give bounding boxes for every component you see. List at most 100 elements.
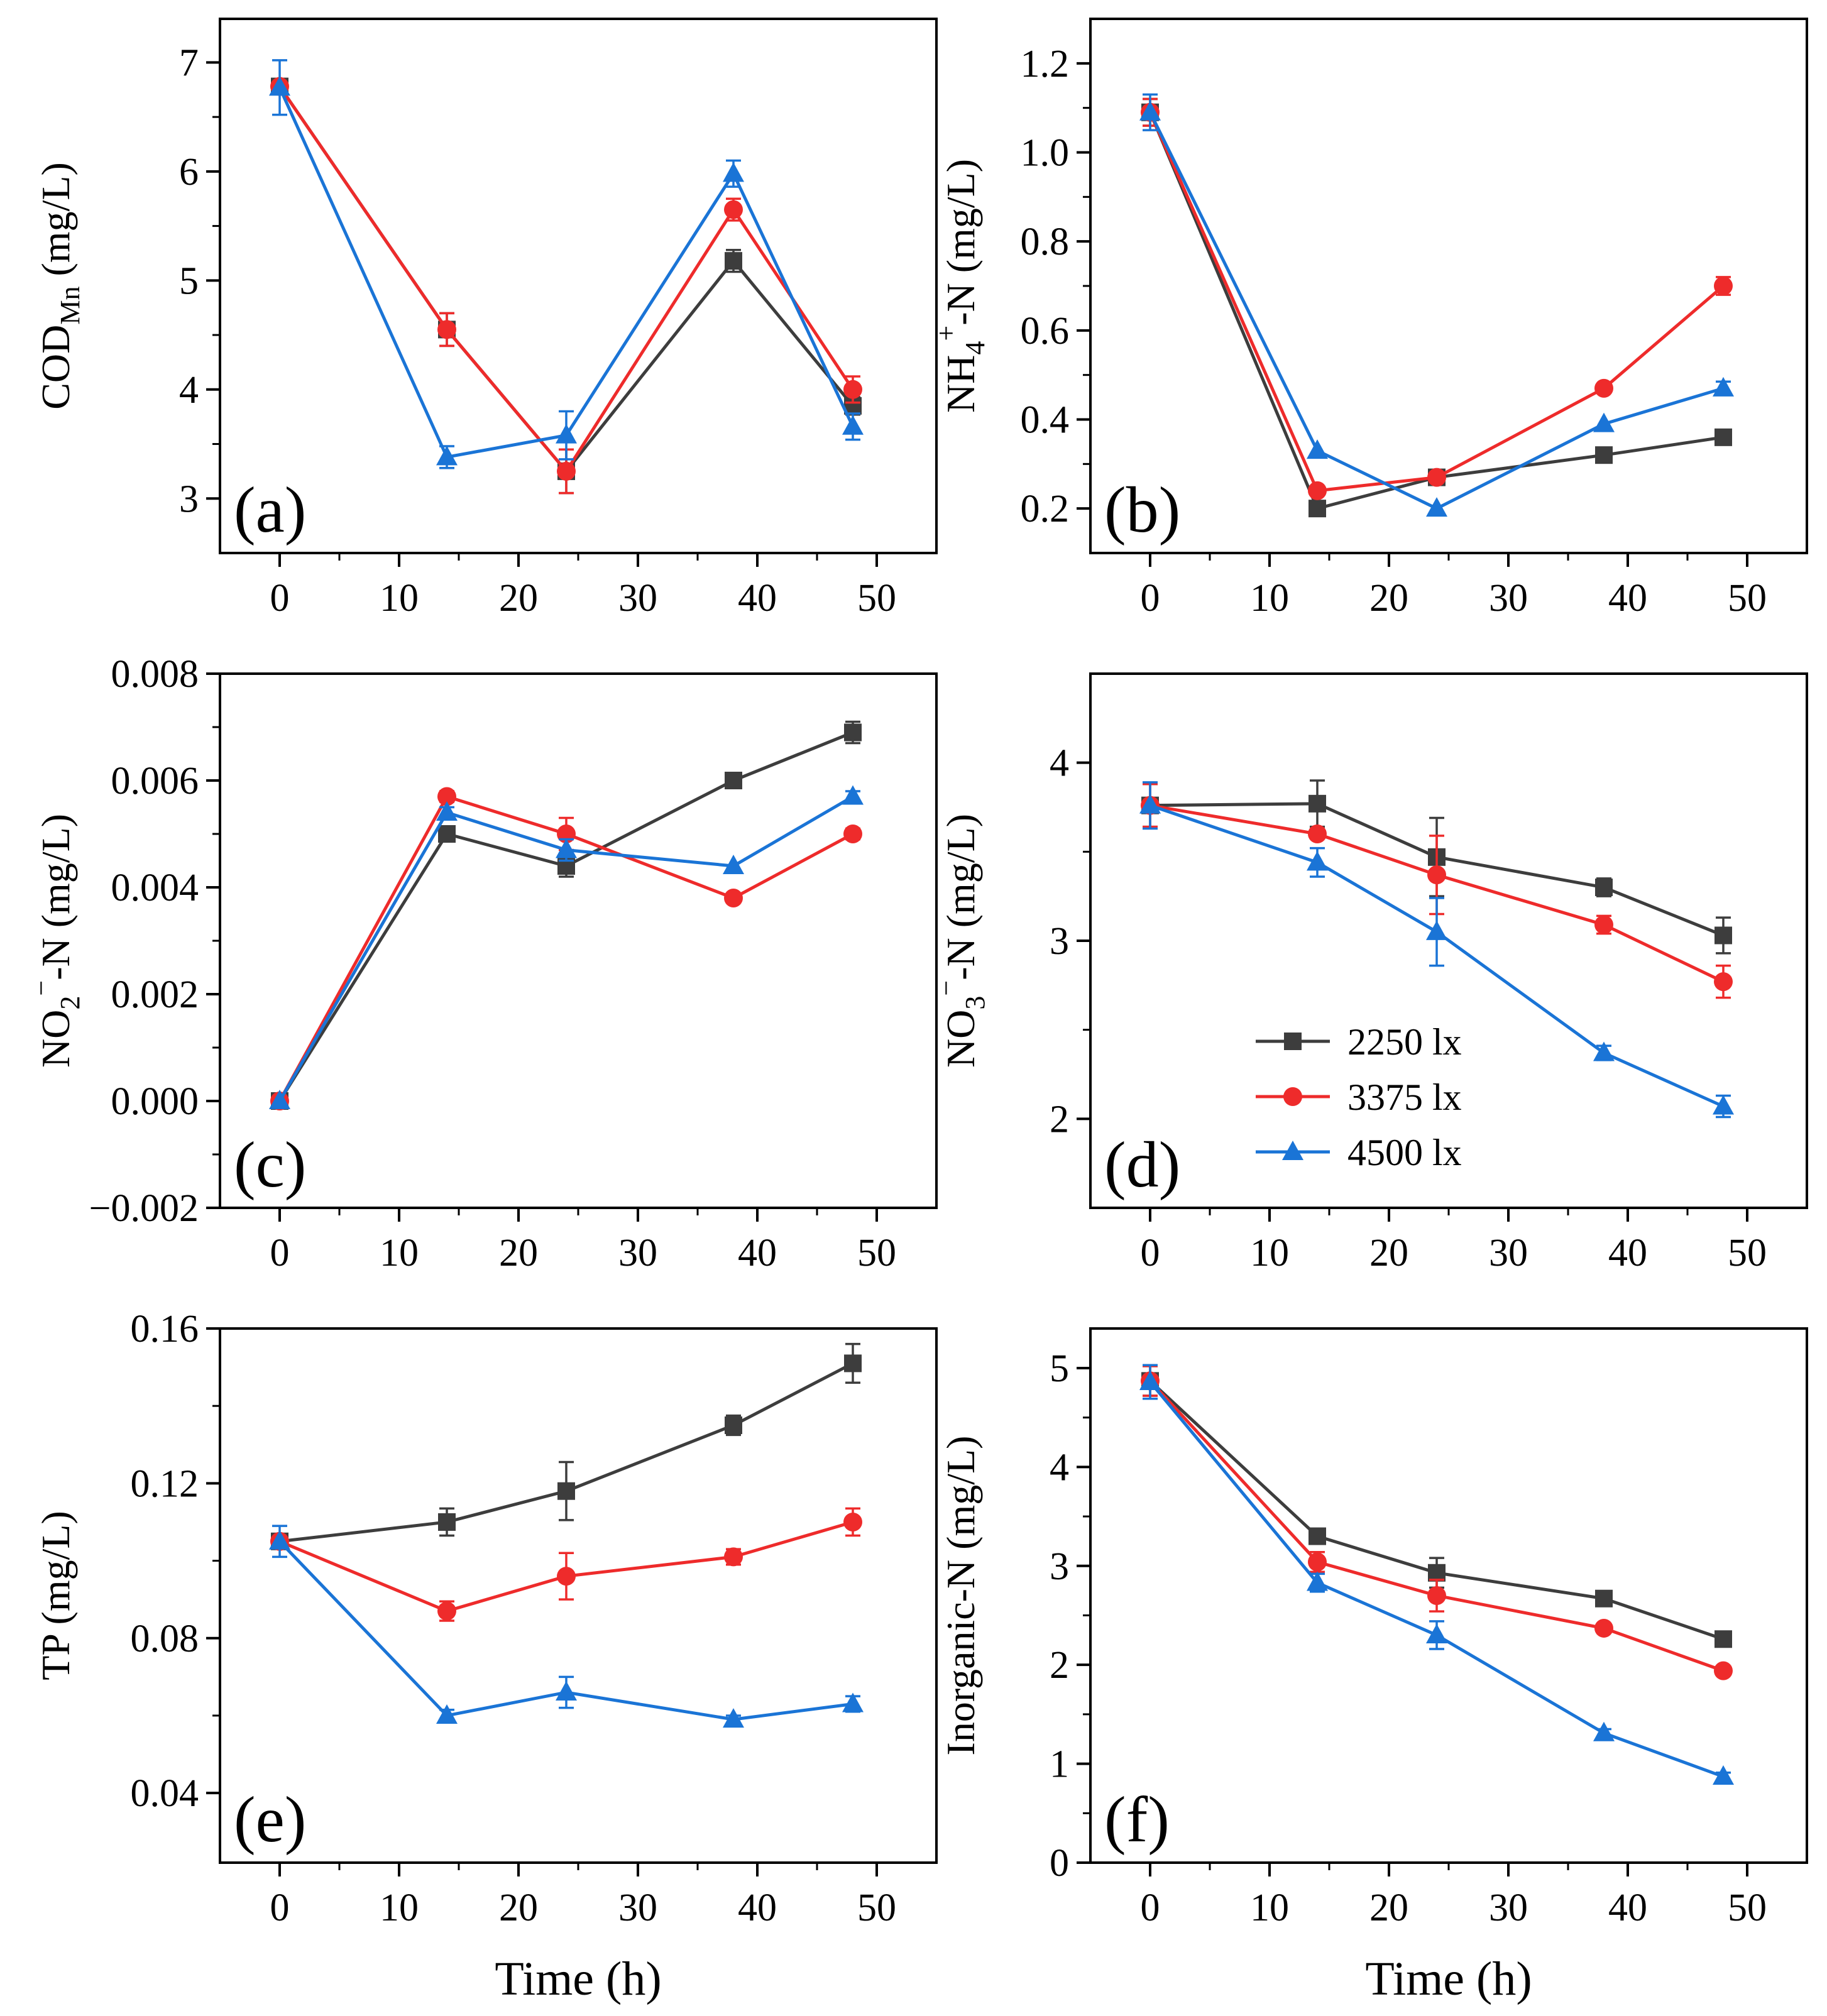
series-4500 [1139, 93, 1734, 517]
data-point-triangle [1593, 1721, 1615, 1741]
data-point-circle [1308, 1552, 1327, 1572]
y-tick-label: 6 [179, 151, 199, 194]
y-tick-label: 4 [1050, 1446, 1069, 1489]
panel-label: (c) [234, 1129, 306, 1201]
x-tick-label: 40 [738, 1232, 777, 1274]
data-point-square [725, 252, 742, 270]
x-tick-label: 30 [618, 1232, 657, 1274]
y-tick-label: 0.16 [131, 1308, 199, 1350]
series-3375 [270, 1507, 862, 1622]
x-tick-label: 0 [270, 1887, 290, 1929]
data-point-circle [1308, 481, 1327, 500]
legend-item: 4500 lx [1256, 1132, 1462, 1173]
data-point-circle [843, 1512, 862, 1531]
y-tick-label: 0.04 [131, 1772, 199, 1815]
series-3375 [270, 787, 862, 1110]
legend-marker-circle [1283, 1087, 1302, 1106]
x-tick-label: 30 [1489, 1887, 1528, 1929]
data-point-square [557, 1482, 575, 1500]
data-point-circle [1594, 1618, 1613, 1638]
x-tick-label: 40 [1608, 1887, 1647, 1929]
data-point-triangle [1426, 920, 1447, 940]
x-axis-label: Time (h) [1365, 1953, 1532, 2005]
data-point-triangle [1139, 101, 1161, 121]
panel-e: 0 10 20 30 40 50 0.04 0.08 0.12 0.16 TP (mg/L) Time… [33, 1308, 938, 2005]
legend-label: 4500 lx [1347, 1132, 1462, 1173]
series-2250 [271, 1342, 862, 1550]
data-point-circle [1308, 824, 1327, 843]
y-tick-label: 0.006 [111, 760, 199, 803]
x-tick-label: 10 [380, 1232, 419, 1274]
data-point-triangle [436, 446, 458, 466]
series-2250 [271, 720, 862, 1110]
y-tick-label: 2 [1050, 1644, 1069, 1687]
y-tick-label: 1 [1050, 1743, 1069, 1786]
data-point-triangle [842, 1692, 864, 1712]
x-tick-label: 20 [499, 577, 538, 620]
y-axis-label: CODMn (mg/L) [33, 162, 85, 410]
y-tick-label: 0.004 [111, 867, 199, 909]
y-tick-label: 0.000 [111, 1080, 199, 1123]
data-point-circle [1714, 972, 1733, 992]
data-point-triangle [842, 785, 864, 805]
y-tick-label: 0.002 [111, 973, 199, 1016]
x-tick-label: 30 [618, 577, 657, 620]
data-point-triangle [556, 838, 577, 858]
y-tick-label: 1.2 [1021, 43, 1070, 85]
panel-a: 0 10 20 30 40 50 3 4 5 6 7 CODMn (mg/L) (a) [33, 18, 938, 620]
data-point-circle [437, 1601, 456, 1621]
series-line [278, 731, 853, 1102]
panel-label: (d) [1104, 1129, 1180, 1201]
legend: 2250 lx 3375 lx 4500 lx [1256, 1021, 1462, 1173]
data-point-square [438, 825, 456, 843]
data-point-triangle [269, 1530, 290, 1550]
data-point-triangle [1713, 376, 1734, 397]
data-point-triangle [1593, 412, 1615, 432]
data-point-circle [1427, 865, 1446, 885]
x-tick-label: 20 [499, 1232, 538, 1274]
data-point-square [725, 1416, 742, 1434]
y-tick-label: 2 [1050, 1098, 1069, 1141]
legend-marker-square [1284, 1033, 1302, 1050]
data-point-triangle [556, 1680, 577, 1701]
y-tick-label: 0.8 [1021, 221, 1070, 263]
series-4500 [269, 1525, 864, 1728]
data-point-triangle [842, 415, 864, 435]
x-tick-label: 40 [1608, 1232, 1647, 1274]
series-4500 [269, 785, 864, 1109]
data-point-triangle [1713, 1765, 1734, 1785]
data-point-square [1309, 500, 1326, 518]
data-point-triangle [1307, 439, 1328, 459]
series-2250 [1141, 97, 1732, 518]
data-point-circle [557, 461, 576, 481]
x-tick-label: 40 [738, 577, 777, 620]
legend-label: 3375 lx [1347, 1076, 1462, 1118]
data-point-triangle [1593, 1041, 1615, 1061]
x-tick-label: 20 [499, 1887, 538, 1929]
data-point-triangle [723, 162, 744, 182]
data-point-square [725, 772, 742, 789]
y-tick-label: 3 [179, 478, 199, 520]
x-tick-label: 0 [1141, 1887, 1160, 1929]
y-tick-label: 0.2 [1021, 488, 1070, 530]
data-point-circle [1714, 1661, 1733, 1680]
x-tick-label: 30 [1489, 577, 1528, 620]
data-point-square [1309, 794, 1326, 813]
series-line [278, 87, 855, 459]
x-tick-label: 50 [1728, 1887, 1767, 1929]
legend-item: 3375 lx [1256, 1076, 1462, 1118]
x-tick-label: 50 [1728, 1232, 1767, 1274]
y-tick-label: 0.12 [131, 1462, 199, 1505]
legend-label: 2250 lx [1347, 1021, 1462, 1063]
x-tick-label: 20 [1369, 1232, 1408, 1274]
y-axis-label: NO3−-N (mg/L) [931, 814, 990, 1068]
data-point-circle [1594, 915, 1613, 934]
x-tick-label: 40 [1608, 577, 1647, 620]
x-tick-label: 20 [1369, 577, 1408, 620]
series-line [1148, 111, 1725, 493]
data-point-circle [724, 1547, 743, 1567]
data-point-circle [437, 320, 456, 339]
x-tick-label: 10 [1250, 1232, 1289, 1274]
x-tick-label: 20 [1369, 1887, 1408, 1929]
x-tick-label: 0 [1141, 577, 1160, 620]
